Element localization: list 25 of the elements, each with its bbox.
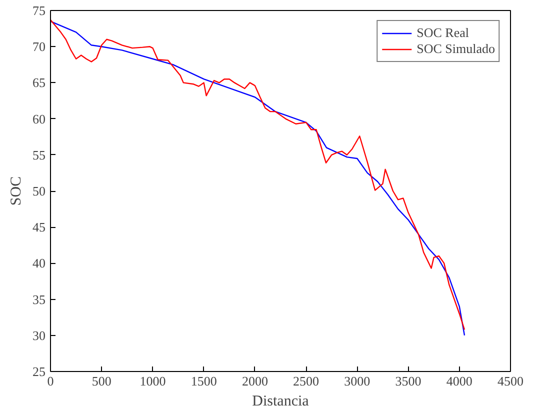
y-axis-title: SOC: [8, 176, 24, 206]
legend-label: SOC Simulado: [416, 41, 495, 57]
x-tick-label: 2500: [293, 374, 320, 388]
x-tick-label: 1500: [190, 374, 217, 388]
y-tick-label: 25: [32, 364, 46, 379]
x-tick-label: 0: [47, 374, 54, 388]
y-tick-label: 30: [32, 328, 46, 343]
x-tick-label: 3000: [344, 374, 370, 388]
y-tick-label: 75: [32, 3, 46, 18]
x-tick-label: 3500: [395, 374, 422, 388]
x-tick-label: 500: [92, 374, 112, 388]
y-tick-label: 40: [32, 256, 46, 271]
y-tick-label: 45: [32, 220, 46, 235]
y-tick-label: 65: [32, 75, 46, 90]
y-tick-label: 35: [32, 292, 46, 307]
y-tick-label: 50: [32, 184, 46, 198]
x-axis-title: Distancia: [252, 394, 310, 410]
x-tick-label: 4500: [498, 374, 524, 388]
x-tick-label: 1000: [140, 374, 166, 388]
x-tick-label: 2000: [242, 374, 268, 388]
y-tick-label: 55: [32, 147, 46, 162]
y-tick-label: 60: [32, 111, 46, 126]
y-tick-label: 70: [32, 39, 46, 54]
x-tick-label: 4000: [446, 374, 472, 388]
legend-label: SOC Real: [416, 25, 469, 41]
